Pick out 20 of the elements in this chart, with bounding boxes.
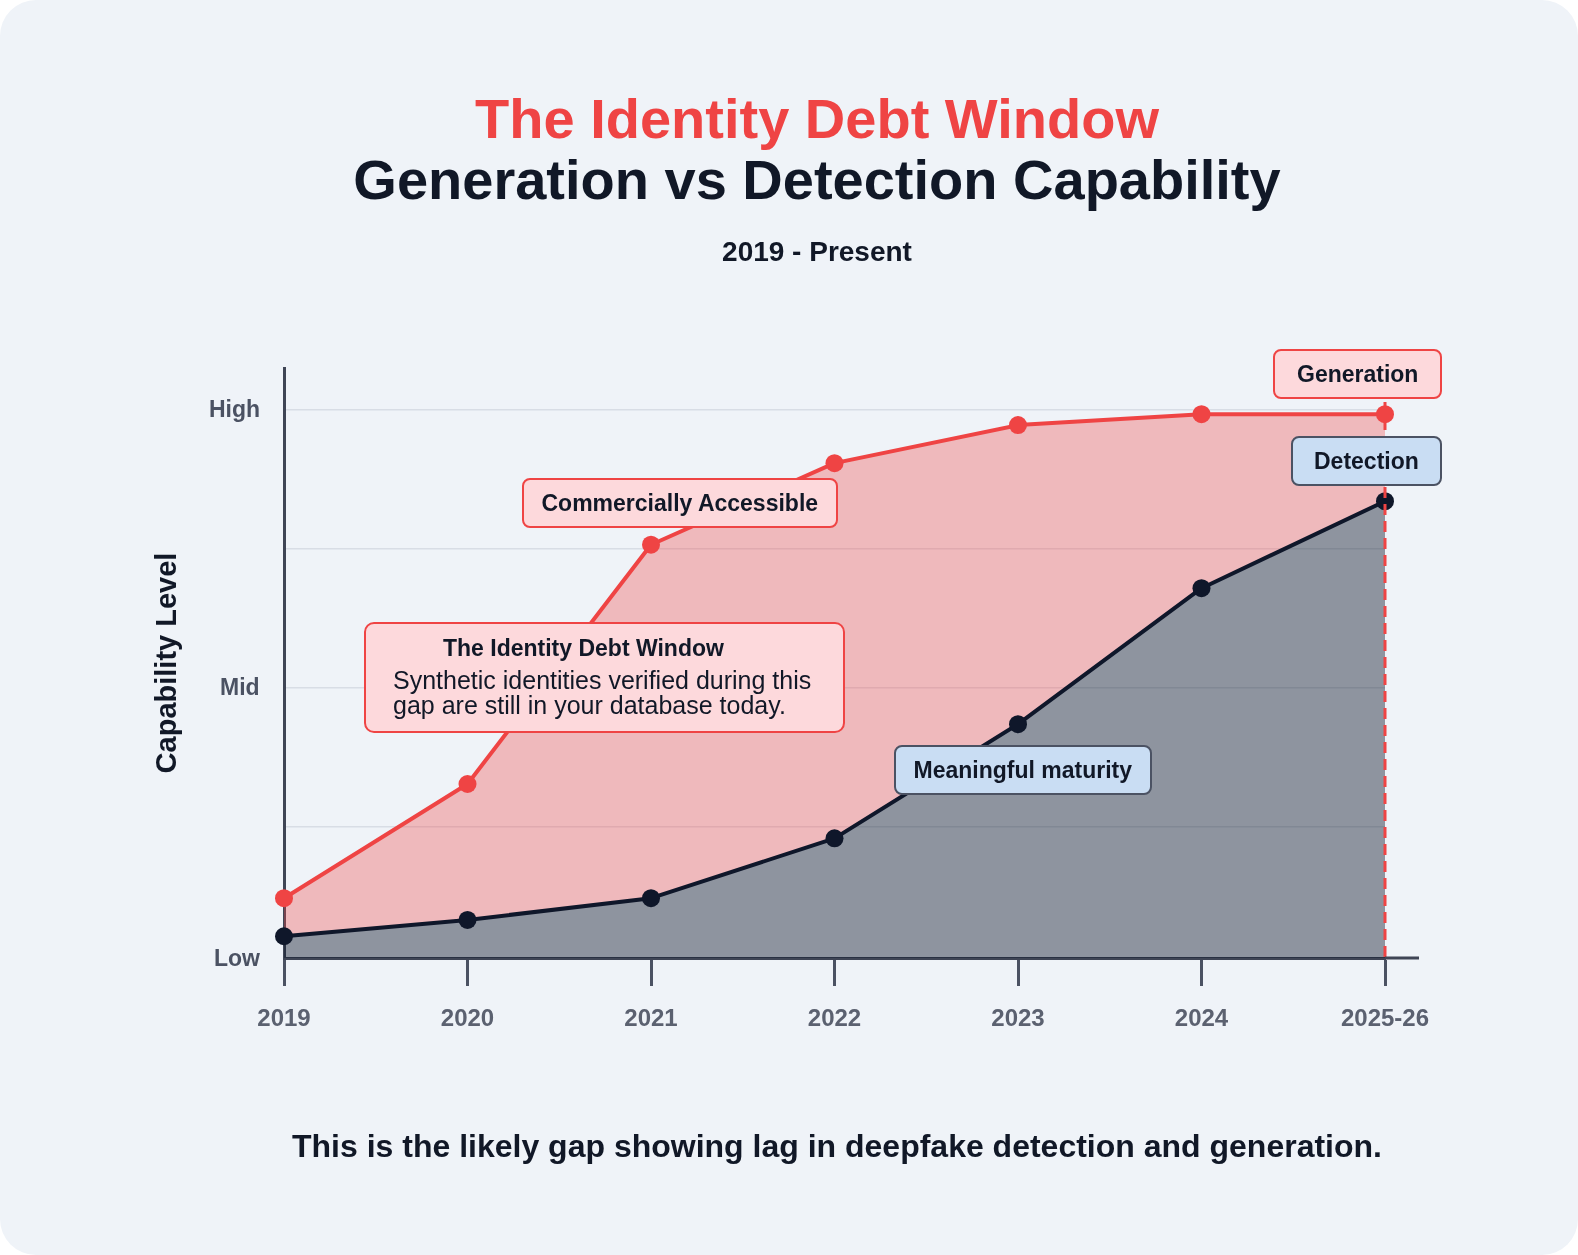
x-tick-label: 2020 xyxy=(440,1004,495,1032)
x-tick-label: 2025-26 xyxy=(1340,1004,1430,1032)
x-tick-label: 2021 xyxy=(624,1004,678,1032)
text: High xyxy=(209,396,261,423)
annotation: Synthetic identities verified during this gap are still in your database today. xyxy=(393,666,813,719)
text: This is the likely gap showing lag in deepfake detection and generation. xyxy=(292,1128,1382,1164)
x-tick-label: 2023 xyxy=(991,1004,1045,1032)
x-tick-label: 2024 xyxy=(1174,1004,1229,1032)
annotation: The Identity Debt Window xyxy=(443,635,724,661)
series-label: Generation xyxy=(1273,349,1443,400)
y-axis-title: Capability Level xyxy=(150,552,183,774)
annotation: Commercially Accessible xyxy=(521,477,839,528)
series-label: Detection xyxy=(1291,436,1442,487)
x-tick-label: 2022 xyxy=(807,1004,862,1032)
text: Mid xyxy=(220,674,260,701)
chart-title: The Identity Debt Window xyxy=(475,87,1159,150)
x-tick-label: 2019 xyxy=(257,1004,311,1032)
text: Low xyxy=(214,944,260,971)
text: 2019 - Present xyxy=(722,236,912,267)
annotation: Meaningful maturity xyxy=(893,745,1153,796)
